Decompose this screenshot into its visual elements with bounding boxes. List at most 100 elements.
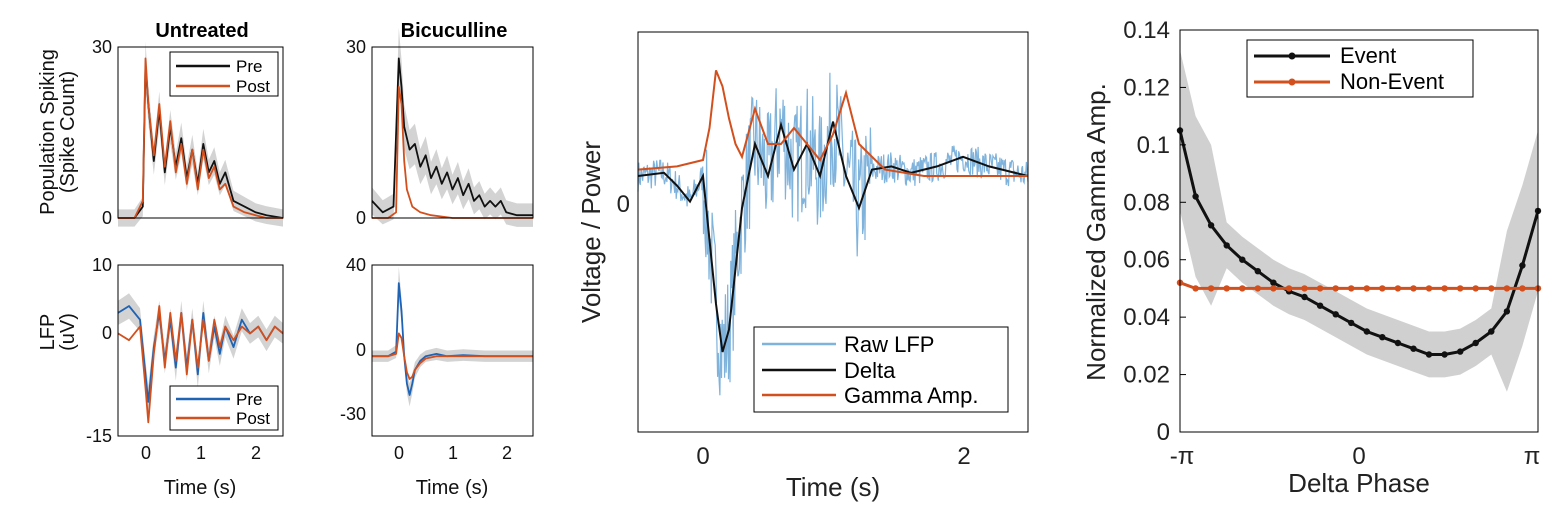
ytick: 0.12 <box>1123 74 1170 101</box>
axes-frame <box>117 46 284 219</box>
panel-bicuculline-lfp: 40 0 -30 0 1 2 Time (s) <box>340 255 534 499</box>
ytick: 10 <box>92 255 112 275</box>
series-line-raw-lfp <box>637 72 1029 396</box>
data-point <box>1394 285 1402 292</box>
series-untreated-spiking <box>118 57 284 219</box>
data-point <box>1254 285 1262 292</box>
legend-label: Post <box>236 77 270 96</box>
data-point <box>1285 285 1293 292</box>
legend-label: Delta <box>844 358 896 383</box>
legend-label: Gamma Amp. <box>844 383 978 408</box>
xtick: 0 <box>1352 443 1365 470</box>
xtick: 1 <box>196 443 206 463</box>
data-point <box>1425 285 1433 292</box>
ylabel-line-1: Population Spiking <box>37 49 59 215</box>
data-point <box>1254 268 1262 275</box>
xlabel: Delta Phase <box>1288 468 1430 498</box>
xtick: 1 <box>448 443 458 463</box>
panel-bicuculline-spiking: Bicuculline 30 0 <box>346 20 534 228</box>
data-point <box>1301 293 1308 301</box>
ytick: 0 <box>1157 419 1170 446</box>
legend-label: Event <box>1340 43 1396 68</box>
data-point <box>1410 345 1417 352</box>
data-point <box>1192 193 1199 200</box>
title-bicuculline: Bicuculline <box>401 20 508 42</box>
data-point <box>1316 285 1324 292</box>
ylabel: Voltage / Power <box>576 141 606 323</box>
legend: Event Non-Event <box>1246 39 1474 98</box>
data-point <box>1223 285 1230 292</box>
data-point <box>1348 319 1355 327</box>
data-point <box>1223 242 1230 249</box>
data-point <box>1457 285 1464 292</box>
legend-box <box>169 385 279 431</box>
series-line-gamma-amp <box>637 70 1028 177</box>
data-point <box>1270 279 1277 286</box>
legend-label: Post <box>236 409 270 428</box>
panel-untreated-spiking: Untreated 30 0 Population Spiking (Spike… <box>37 20 284 228</box>
legend-marker-non-event <box>1288 78 1296 86</box>
panel-voltage-power: 0 0 2 Time (s) Voltage / Power Raw LFP D… <box>576 31 1029 502</box>
data-point <box>1301 285 1308 292</box>
ytick: -30 <box>340 404 366 424</box>
ytick: 0 <box>102 208 112 228</box>
xtick: -π <box>1170 443 1195 470</box>
data-point <box>1239 256 1246 263</box>
xlabel: Time (s) <box>164 477 237 499</box>
data-point <box>1379 285 1386 292</box>
legend-label: Raw LFP <box>844 332 934 357</box>
xlabel: Time (s) <box>416 477 489 499</box>
legend: Pre Post <box>169 385 279 431</box>
ytick: 30 <box>346 37 366 57</box>
series-line-event <box>1178 130 1540 356</box>
ytick: 0.06 <box>1123 247 1170 274</box>
axes-frame <box>637 31 1029 433</box>
series-untreated-lfp <box>117 305 284 424</box>
shaded-error-band <box>1180 50 1538 392</box>
ytick: 30 <box>92 37 112 57</box>
ytick: 0 <box>102 323 112 343</box>
legend: Raw LFP Delta Gamma Amp. <box>753 326 1009 413</box>
series-line-post <box>372 332 533 380</box>
xtick: π <box>1524 443 1541 470</box>
shaded-error-band <box>118 293 283 419</box>
data-point <box>1488 285 1495 292</box>
xtick: 0 <box>141 443 151 463</box>
legend-label: Pre <box>236 390 262 409</box>
data-point <box>1207 285 1215 292</box>
data-point <box>1270 285 1277 292</box>
ytick: 0 <box>617 191 630 218</box>
series-line-post <box>372 86 533 219</box>
panel-gamma-vs-phase: 0 0.02 0.04 0.06 0.08 0.1 0.12 0.14 -π 0 π Delt… <box>1081 17 1542 498</box>
title-untreated: Untreated <box>155 20 248 42</box>
series-line-pre <box>371 57 533 217</box>
data-point <box>1316 302 1324 309</box>
axes-frame <box>371 264 534 437</box>
series-line-pre <box>372 282 533 396</box>
series-line-non-event <box>1179 281 1538 290</box>
ytick: 0 <box>356 208 366 228</box>
ytick: 0.08 <box>1123 189 1170 216</box>
ylabel: Normalized Gamma Amp. <box>1081 83 1111 381</box>
series-bicuculline-spiking <box>371 57 533 219</box>
band-untreated-lfp <box>118 293 283 419</box>
data-point <box>1363 285 1371 292</box>
data-point <box>1332 311 1339 318</box>
data-point <box>1472 339 1479 347</box>
legend: Pre Post <box>169 51 279 97</box>
data-point <box>1207 222 1215 229</box>
data-point <box>1425 351 1433 358</box>
series-raw-lfp <box>637 72 1029 396</box>
ytick: 40 <box>346 255 366 275</box>
axes-frame <box>117 264 284 437</box>
axes-frame <box>371 46 534 219</box>
legend-box <box>1246 39 1474 98</box>
data-point <box>1410 285 1417 292</box>
data-point <box>1239 285 1246 292</box>
xlabel: Time (s) <box>786 472 880 502</box>
data-point <box>1472 285 1479 292</box>
legend-box <box>169 51 279 97</box>
ylabel-line-1: LFP <box>37 314 59 351</box>
data-point <box>1457 348 1464 355</box>
